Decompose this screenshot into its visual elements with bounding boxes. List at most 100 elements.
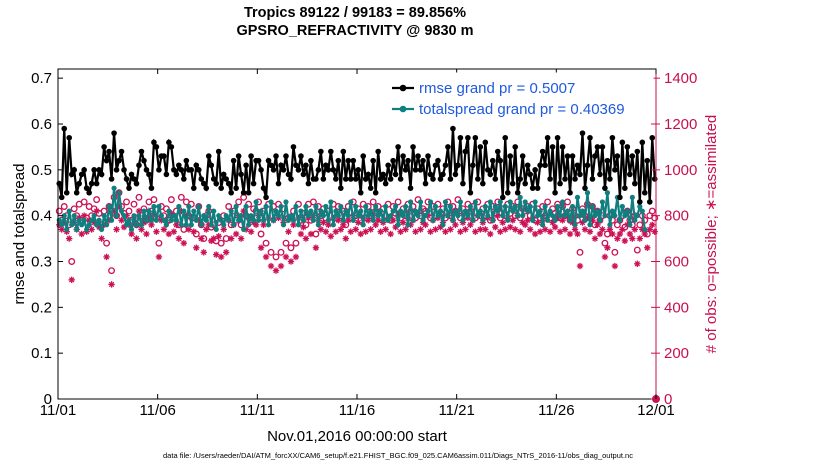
rmse-point <box>557 180 563 187</box>
rmse-point <box>228 189 234 196</box>
rmse-point <box>624 144 631 150</box>
chart-title-line1: Tropics 89122 / 99183 = 89.856% <box>244 5 466 21</box>
rmse-point <box>380 171 386 178</box>
rmse-point <box>205 153 212 159</box>
rmse-point <box>470 162 476 169</box>
asterisk-stroke <box>477 226 484 233</box>
obs-assimilated-marker <box>320 219 327 226</box>
rmse-point <box>597 171 603 178</box>
rmse-point <box>303 162 309 169</box>
rmse-point <box>111 130 117 136</box>
obs-assimilated-marker <box>517 228 524 235</box>
asterisk-stroke <box>412 229 419 235</box>
rmse-point <box>161 153 167 159</box>
rmse-point <box>352 176 359 182</box>
spread-point <box>111 185 117 191</box>
legend-marker-1 <box>399 105 407 113</box>
asterisk-stroke <box>644 245 650 251</box>
spread-point <box>482 203 488 210</box>
rmse-point <box>437 176 444 182</box>
rmse-point <box>440 171 446 178</box>
rmse-point <box>278 162 284 169</box>
spread-point <box>632 217 638 223</box>
rmse-point <box>552 189 558 196</box>
asterisk-stroke <box>300 224 307 230</box>
spread-point <box>617 217 623 223</box>
spread-point <box>176 203 182 210</box>
rmse-point <box>230 157 237 164</box>
obs-assimilated-marker <box>487 230 494 238</box>
rmse-point <box>151 139 157 146</box>
rmse-point <box>592 153 598 159</box>
rmse-point <box>544 134 551 141</box>
spread-point <box>196 203 202 210</box>
rmse-point <box>427 171 434 178</box>
x-tick-label: 11/06 <box>139 402 175 419</box>
asterisk-stroke <box>574 231 581 237</box>
spread-point <box>81 217 87 223</box>
spread-point <box>402 203 409 210</box>
obs-assimilated-marker <box>327 233 335 240</box>
asterisk-stroke <box>397 229 404 235</box>
rmse-point <box>293 162 299 169</box>
rmse-point <box>188 167 195 173</box>
spread-point <box>445 213 451 219</box>
asterisk-stroke <box>599 226 606 233</box>
spread-point <box>599 199 606 205</box>
obs-possible-marker <box>611 248 619 256</box>
asterisk-stroke <box>223 249 229 256</box>
asterisk-stroke <box>627 231 633 237</box>
spread-point <box>313 203 319 210</box>
rmse-point <box>245 189 252 196</box>
spread-point <box>246 222 252 228</box>
rmse-point <box>632 180 638 187</box>
spread-point <box>405 222 411 228</box>
spread-point <box>507 199 513 205</box>
asterisk-stroke <box>118 217 125 223</box>
spread-point <box>328 199 334 205</box>
spread-point <box>221 222 227 228</box>
right-y-tick-label: 1000 <box>664 162 697 179</box>
spread-point <box>76 217 82 223</box>
obs-assimilated-marker <box>118 217 125 224</box>
asterisk-stroke <box>502 226 508 233</box>
right-y-tick-label: 800 <box>664 208 689 225</box>
asterisk-stroke <box>634 261 641 267</box>
rmse-point <box>86 189 92 196</box>
asterisk-stroke <box>567 231 573 237</box>
obs-assimilated-marker <box>252 221 260 229</box>
asterisk-stroke <box>128 231 135 237</box>
spread-point <box>378 208 384 214</box>
rmse-point <box>148 185 155 191</box>
obs-assimilated-marker <box>257 244 265 251</box>
asterisk-stroke <box>278 263 284 269</box>
obs-assimilated-marker <box>287 258 295 265</box>
rmse-point <box>569 153 576 159</box>
rmse-point <box>425 153 431 159</box>
asterisk-stroke <box>338 226 344 233</box>
spread-point <box>400 213 406 219</box>
spread-point <box>270 217 277 223</box>
rmse-point <box>280 167 287 173</box>
rmse-point <box>367 185 374 191</box>
rmse-point <box>215 148 222 155</box>
obs-assimilated-marker <box>492 223 499 231</box>
asterisk-stroke <box>363 229 369 235</box>
rmse-point <box>91 167 97 173</box>
rmse-point <box>305 180 312 187</box>
rmse-point <box>93 180 100 187</box>
spread-point <box>156 203 162 210</box>
obs-assimilated-marker <box>559 217 566 224</box>
rmse-point <box>298 153 304 159</box>
spread-point <box>567 217 573 223</box>
obs-possible-marker <box>68 258 76 265</box>
spread-point <box>579 208 586 214</box>
rmse-point <box>502 134 509 141</box>
obs-assimilated-marker <box>442 228 449 235</box>
rmse-point <box>587 134 593 141</box>
obs-assimilated-marker <box>389 217 397 224</box>
rmse-point <box>529 185 536 191</box>
rmse-point <box>646 199 653 205</box>
rmse-point <box>190 185 197 191</box>
